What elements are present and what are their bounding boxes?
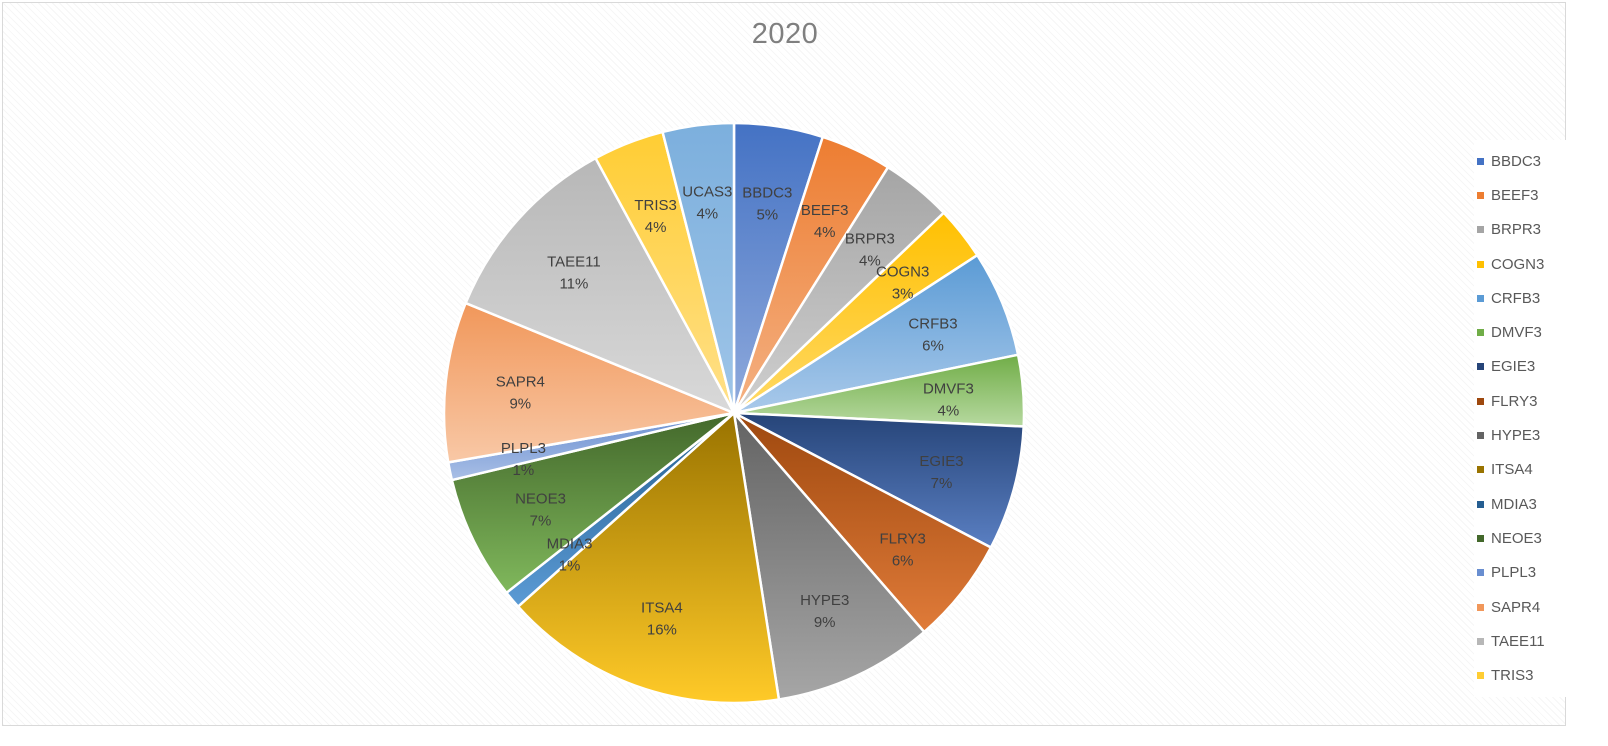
- legend-item-bbdc3: BBDC3: [1474, 144, 1568, 178]
- legend-label: NEOE3: [1491, 529, 1542, 547]
- legend-swatch: [1477, 569, 1484, 577]
- slice-label-tris3: TRIS3: [634, 197, 677, 214]
- legend-item-neoe3: NEOE3: [1474, 521, 1568, 555]
- slice-percent-ucas3: 4%: [696, 206, 718, 223]
- legend-label: SAPR4: [1491, 598, 1541, 616]
- slice-percent-tris3: 4%: [645, 219, 667, 236]
- slice-label-flry3: FLRY3: [879, 530, 925, 547]
- slice-label-mdia3: MDIA3: [547, 536, 593, 553]
- slice-percent-flry3: 6%: [892, 552, 914, 569]
- legend-swatch: [1477, 294, 1484, 302]
- legend-item-cogn3: COGN3: [1474, 247, 1568, 281]
- slice-percent-itsa4: 16%: [647, 622, 677, 639]
- pie-slice-itsa4: [516, 411, 781, 705]
- legend-item-hype3: HYPE3: [1474, 418, 1568, 452]
- pie-slice-ucas3: [661, 121, 736, 415]
- legend-item-plpl3: PLPL3: [1474, 556, 1568, 590]
- pie-slice-taee11: [464, 156, 736, 415]
- legend-item-crfb3: CRFB3: [1474, 281, 1568, 315]
- legend-item-dmvf3: DMVF3: [1474, 315, 1568, 349]
- slice-label-sapr4: SAPR4: [496, 374, 545, 391]
- pie-slice-hype3: [732, 411, 926, 701]
- slice-percent-taee11: 11%: [559, 276, 588, 293]
- slice-label-plpl3: PLPL3: [501, 440, 546, 457]
- legend-swatch: [1477, 603, 1484, 611]
- slice-percent-mdia3: 1%: [559, 558, 581, 575]
- legend-label: TAEE11: [1491, 632, 1545, 650]
- legend-swatch: [1477, 397, 1484, 405]
- slice-label-beef3: BEEF3: [801, 202, 849, 219]
- slice-percent-crfb3: 6%: [922, 338, 944, 355]
- chart-title: 2020: [751, 18, 819, 50]
- legend-item-egie3: EGIE3: [1474, 350, 1568, 384]
- legend-label: DMVF3: [1491, 324, 1542, 342]
- pie-slice-sapr4: [442, 301, 736, 464]
- legend-label: MDIA3: [1491, 495, 1537, 513]
- legend-item-flry3: FLRY3: [1474, 384, 1568, 418]
- slice-percent-beef3: 4%: [814, 224, 836, 241]
- slice-percent-bbdc3: 5%: [756, 207, 778, 224]
- legend-item-brpr3: BRPR3: [1474, 213, 1568, 247]
- slice-percent-sapr4: 9%: [509, 396, 531, 413]
- legend-swatch: [1477, 500, 1484, 508]
- slice-label-bbdc3: BBDC3: [742, 185, 792, 202]
- legend-label: EGIE3: [1491, 358, 1536, 376]
- chart-legend: BBDC3 BEEF3 BRPR3 COGN3 CRFB3 DMVF3 EGIE3 FLRY3…: [1474, 140, 1568, 697]
- pie-slice-egie3: [732, 411, 1025, 549]
- legend-swatch: [1477, 226, 1484, 234]
- slice-percent-hype3: 9%: [814, 614, 836, 631]
- slice-label-taee11: TAEE11: [547, 254, 601, 271]
- slice-percent-neoe3: 7%: [530, 513, 552, 530]
- legend-swatch: [1477, 157, 1484, 165]
- legend-swatch: [1477, 466, 1484, 474]
- slice-label-crfb3: CRFB3: [908, 316, 957, 333]
- legend-item-beef3: BEEF3: [1474, 178, 1568, 212]
- legend-swatch: [1477, 534, 1484, 542]
- slice-label-egie3: EGIE3: [919, 453, 963, 470]
- legend-swatch: [1477, 672, 1484, 680]
- legend-label: BRPR3: [1491, 221, 1542, 239]
- slice-label-cogn3: COGN3: [876, 264, 929, 281]
- legend-label: FLRY3: [1491, 392, 1538, 410]
- slice-percent-egie3: 7%: [931, 475, 953, 492]
- legend-swatch: [1477, 432, 1484, 440]
- slice-label-itsa4: ITSA4: [641, 600, 683, 617]
- slice-percent-dmvf3: 4%: [938, 402, 960, 419]
- slice-label-hype3: HYPE3: [800, 592, 849, 609]
- slice-label-ucas3: UCAS3: [682, 184, 732, 201]
- legend-label: COGN3: [1491, 255, 1545, 273]
- slice-label-neoe3: NEOE3: [515, 491, 566, 508]
- pie-slice-neoe3: [450, 411, 736, 595]
- legend-label: ITSA4: [1491, 461, 1533, 479]
- legend-swatch: [1477, 260, 1484, 268]
- legend-item-taee11: TAEE11: [1474, 624, 1568, 658]
- legend-item-itsa4: ITSA4: [1474, 453, 1568, 487]
- legend-label: BBDC3: [1491, 152, 1542, 170]
- legend-swatch: [1477, 637, 1484, 645]
- legend-label: TRIS3: [1491, 667, 1534, 685]
- slice-percent-plpl3: 1%: [513, 462, 535, 479]
- slice-percent-cogn3: 3%: [892, 286, 914, 303]
- legend-item-mdia3: MDIA3: [1474, 487, 1568, 521]
- legend-label: BEEF3: [1491, 186, 1539, 204]
- legend-item-sapr4: SAPR4: [1474, 590, 1568, 624]
- slice-percent-brpr3: 4%: [859, 252, 881, 269]
- legend-item-tris3: TRIS3: [1474, 658, 1568, 692]
- slice-label-brpr3: BRPR3: [845, 230, 895, 247]
- legend-label: CRFB3: [1491, 289, 1541, 307]
- legend-label: HYPE3: [1491, 427, 1541, 445]
- legend-swatch: [1477, 363, 1484, 371]
- legend-swatch: [1477, 329, 1484, 337]
- legend-label: PLPL3: [1491, 564, 1537, 582]
- slice-label-dmvf3: DMVF3: [923, 380, 974, 397]
- legend-swatch: [1477, 191, 1484, 199]
